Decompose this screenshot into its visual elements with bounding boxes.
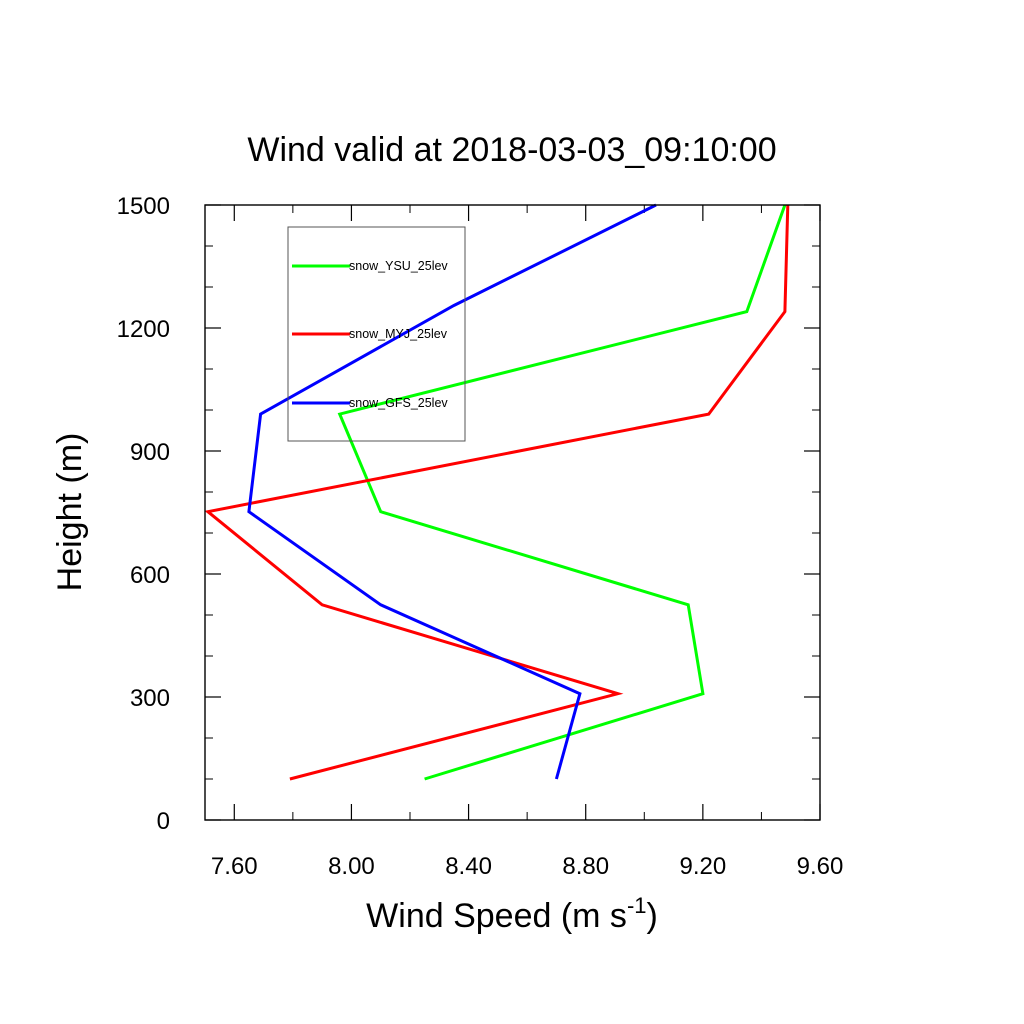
x-axis-label: Wind Speed (m s-1) <box>366 893 658 935</box>
chart-title: Wind valid at 2018-03-03_09:10:00 <box>247 131 776 169</box>
x-tick-label: 8.80 <box>562 853 609 880</box>
legend: snow_YSU_25lev snow_MYJ_25lev snow_GFS_25l… <box>287 226 466 442</box>
y-axis-label: Height (m) <box>51 433 89 592</box>
series-line-snow-myj-25lev <box>204 204 790 781</box>
legend-label: snow_GFS_25lev <box>349 396 448 410</box>
legend-label: snow_YSU_25lev <box>349 259 448 273</box>
x-tick-label: 9.60 <box>797 853 844 880</box>
plot-frame <box>204 204 821 821</box>
y-tick-label: 1500 <box>117 193 170 220</box>
y-tick-label: 300 <box>130 685 170 712</box>
y-tick-label: 900 <box>130 439 170 466</box>
x-axis-label-close: ) <box>647 897 658 935</box>
legend-box <box>287 226 466 442</box>
x-tick-label: 9.20 <box>679 853 726 880</box>
x-tick-label: 8.40 <box>445 853 492 880</box>
y-tick-label: 0 <box>157 808 170 835</box>
series-line-snow-gfs-25lev <box>247 203 657 780</box>
x-tick-label: 7.60 <box>211 853 258 880</box>
series-line-snow-ysu-25lev <box>337 204 787 781</box>
x-axis-label-main: Wind Speed (m s <box>366 897 627 935</box>
axis-ticks: 7.60 8.00 8.40 8.80 9.20 9.60 0 300 600 900 1200 15… <box>117 193 844 880</box>
y-axis-label-group: Height (m) <box>51 433 89 592</box>
x-tick-label: 8.00 <box>328 853 375 880</box>
series-lines <box>204 203 790 781</box>
y-tick-label: 600 <box>130 562 170 589</box>
x-axis-label-superscript: -1 <box>627 893 647 918</box>
y-tick-label: 1200 <box>117 316 170 343</box>
legend-label: snow_MYJ_25lev <box>349 327 448 341</box>
